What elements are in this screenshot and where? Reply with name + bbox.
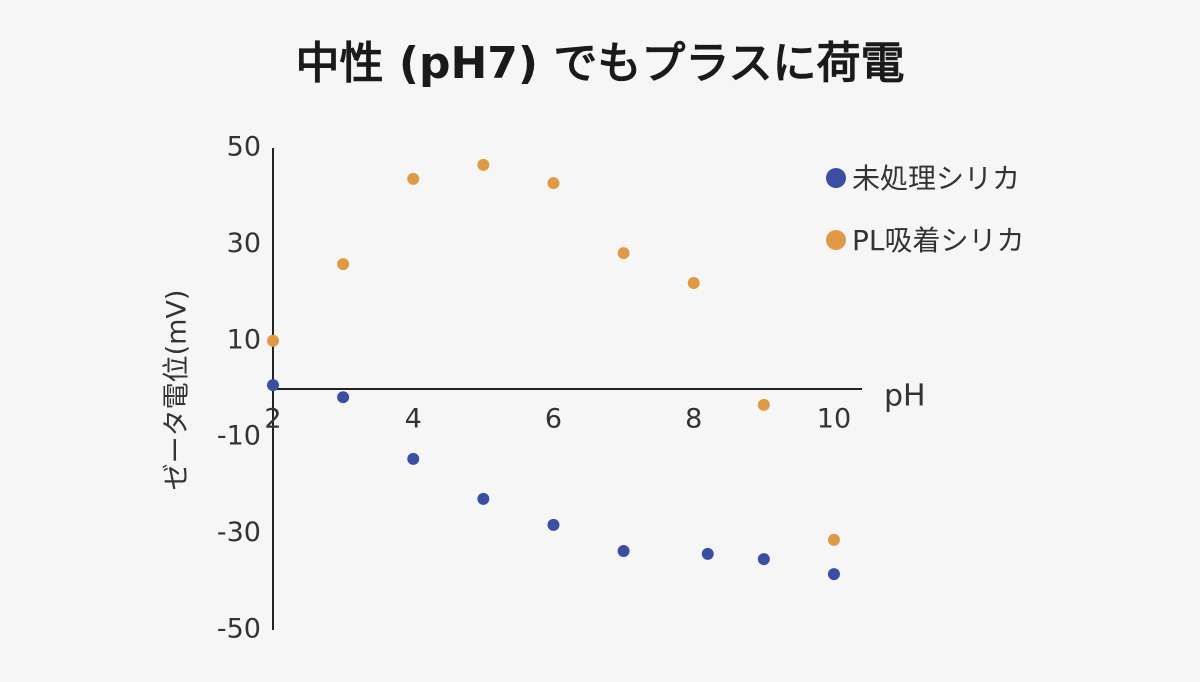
point [687, 276, 700, 289]
chart-title: 中性 (pH7) でもプラスに荷電 [296, 38, 905, 89]
x-tick-label: 2 [264, 404, 281, 435]
y-tick-label: 10 [227, 324, 261, 355]
y-tick-label: 50 [227, 132, 261, 163]
y-tick-label: -30 [217, 517, 261, 548]
point [337, 391, 350, 404]
point [267, 379, 279, 392]
legend-marker [826, 230, 846, 250]
x-tick-label: 4 [405, 404, 422, 435]
x-tick-label: 10 [817, 404, 851, 435]
y-tick-label: -50 [217, 614, 261, 645]
y-axis-label: ゼータ電位(mV) [162, 290, 193, 491]
x-tick-label: 8 [685, 404, 702, 435]
point [827, 533, 840, 546]
point [617, 247, 630, 260]
point [477, 492, 490, 505]
point [407, 452, 420, 465]
legend-marker [826, 168, 846, 188]
point [477, 158, 490, 171]
y-tick-label: 30 [227, 228, 261, 259]
point [267, 334, 279, 347]
legend-label: 未処理シリカ [852, 162, 1020, 195]
point [547, 518, 560, 531]
point [757, 553, 770, 566]
point [337, 258, 350, 271]
point [827, 568, 840, 581]
legend-label: PL吸着シリカ [852, 224, 1025, 257]
point [757, 398, 770, 411]
y-tick-label: -10 [217, 421, 261, 452]
point [701, 547, 714, 560]
point [407, 172, 420, 185]
point [617, 544, 630, 557]
point [547, 177, 560, 190]
x-tick-label: 6 [545, 404, 562, 435]
x-axis-label: pH [884, 379, 926, 414]
